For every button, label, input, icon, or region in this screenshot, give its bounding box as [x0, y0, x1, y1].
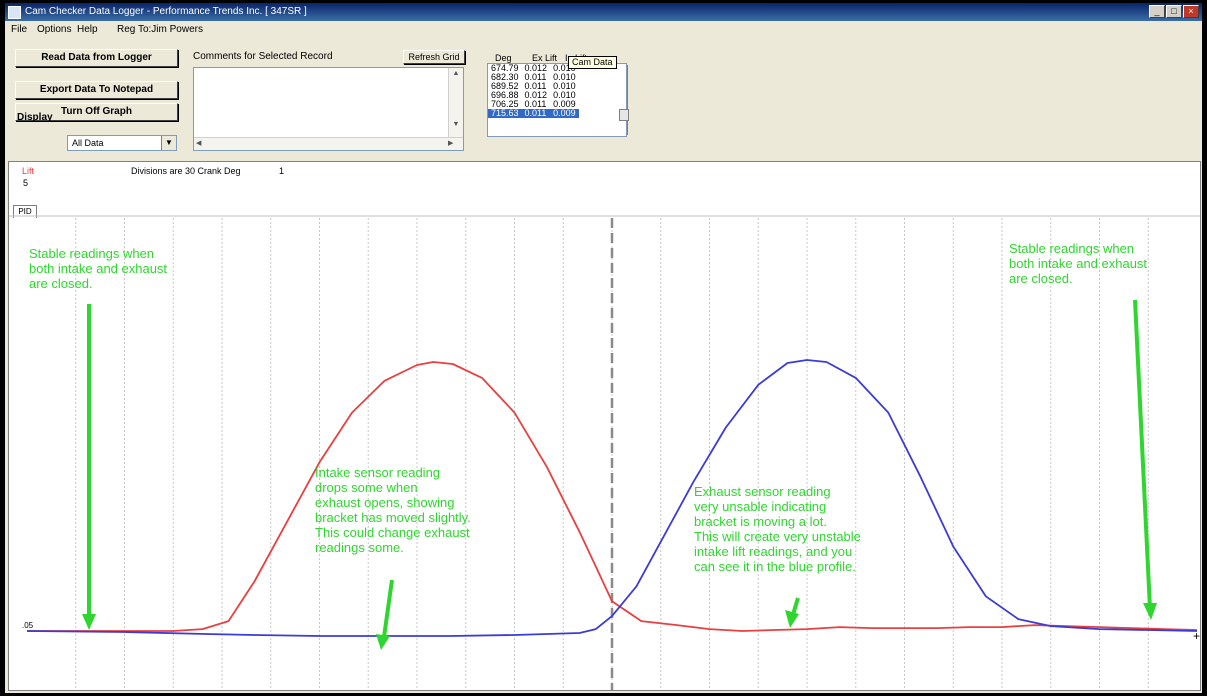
chart-series: [26, 359, 1198, 637]
turn-off-graph-button[interactable]: Turn Off Graph: [15, 103, 178, 121]
grid-cell: 674.79: [491, 63, 519, 73]
comments-hscroll[interactable]: ◀ ▶: [194, 137, 463, 150]
grid-cell: 0.010: [553, 63, 576, 73]
display-select[interactable]: All Data ▼: [67, 135, 177, 151]
exhaust-lift-line: [27, 361, 1198, 632]
lift-value: 5: [23, 178, 29, 188]
arrow-shaft-4: [1133, 299, 1152, 610]
grid-cell: 0.010: [553, 72, 576, 82]
arrow-shaft-2: [381, 579, 394, 645]
cam-data-popup[interactable]: Cam Data: [568, 56, 617, 69]
arrow-head-4: [1143, 603, 1157, 620]
app-window: Cam Checker Data Logger - Performance Tr…: [5, 3, 1202, 693]
data-grid[interactable]: 674.79 0.012 0.010 682.30 0.011 0.010 689.52 0.…: [487, 63, 627, 137]
divisions-value: 1: [279, 166, 285, 176]
comments-textarea[interactable]: ▲ ▼ ◀ ▶: [193, 67, 464, 151]
grid-row[interactable]: 696.88 0.012 0.010: [488, 91, 579, 100]
graph-area[interactable]: Lift 5 Divisions are 30 Crank Deg 1 PID …: [8, 161, 1201, 691]
scroll-right-icon[interactable]: ▶: [448, 140, 454, 147]
export-data-button[interactable]: Export Data To Notepad: [15, 81, 178, 99]
grid-cell: 689.52: [491, 81, 519, 91]
grid-row[interactable]: 706.25 0.011 0.009: [488, 100, 579, 109]
arrow-head-3: [785, 610, 799, 628]
menu-options[interactable]: Options: [37, 24, 72, 35]
grid-cell: 715.63: [488, 109, 522, 118]
maximize-button[interactable]: □: [1166, 5, 1182, 18]
scroll-up-icon[interactable]: ▲: [452, 70, 460, 77]
arrow-head-2: [376, 634, 390, 650]
lift-chart: .05 +: [9, 215, 1200, 690]
app-icon: [8, 6, 21, 19]
chart-grid: [75, 218, 1149, 690]
grid-header-ex-lift[interactable]: Ex Lift: [532, 53, 558, 63]
menu-file[interactable]: File: [11, 24, 28, 35]
close-button[interactable]: ×: [1183, 5, 1199, 18]
grid-cell: 0.010: [553, 81, 576, 91]
y-tick-label: .05: [22, 621, 34, 630]
grid-cell: 0.010: [553, 90, 576, 100]
grid-row[interactable]: 715.63 0.011 0.009: [488, 109, 579, 118]
window-title: Cam Checker Data Logger - Performance Tr…: [25, 6, 307, 17]
comments-label: Comments for Selected Record: [193, 51, 333, 62]
intake-lift-line: [26, 359, 1198, 637]
grid-cell: 0.009: [553, 99, 576, 109]
read-data-button[interactable]: Read Data from Logger: [15, 49, 178, 67]
grid-cell: 696.88: [491, 90, 519, 100]
grid-cell: 0.011: [524, 99, 547, 109]
display-label: Display: [17, 112, 53, 123]
divisions-text: Divisions are 30 Crank Deg: [131, 166, 241, 176]
minimize-button[interactable]: _: [1149, 5, 1165, 18]
grid-scroll-track[interactable]: [627, 65, 628, 135]
display-select-value: All Data: [72, 138, 104, 148]
grid-row[interactable]: 674.79 0.012 0.010: [488, 64, 579, 73]
grid-row[interactable]: 682.30 0.011 0.010: [488, 73, 579, 82]
pid-tab[interactable]: PID: [13, 205, 37, 218]
annotation-stable-right: Stable readings when both intake and exh…: [1009, 241, 1148, 286]
scroll-left-icon[interactable]: ◀: [196, 140, 202, 147]
comments-vscroll[interactable]: ▲ ▼: [448, 68, 463, 140]
grid-cell: 0.011: [524, 72, 547, 82]
grid-header-deg[interactable]: Deg: [495, 53, 512, 63]
grid-cell: 0.011: [521, 109, 551, 118]
end-cursor-marker: +: [1193, 629, 1200, 643]
annotation-exhaust-note: Exhaust sensor reading very unsable indi…: [694, 484, 861, 574]
grid-cell: 682.30: [491, 72, 519, 82]
registration-text: Reg To:Jim Powers: [117, 24, 203, 35]
grid-row[interactable]: 689.52 0.011 0.010: [488, 82, 579, 91]
chevron-down-icon[interactable]: ▼: [161, 136, 176, 150]
grid-scroll-thumb[interactable]: [619, 109, 629, 121]
scroll-down-icon[interactable]: ▼: [452, 121, 460, 128]
title-bar[interactable]: Cam Checker Data Logger - Performance Tr…: [5, 3, 1202, 21]
lift-axis-label: Lift: [22, 166, 35, 176]
grid-cell: 0.012: [524, 63, 548, 73]
grid-cell: 0.012: [524, 90, 548, 100]
annotation-stable-left: Stable readings when both intake and exh…: [29, 246, 168, 291]
menu-help[interactable]: Help: [77, 24, 98, 35]
grid-cell: 0.009: [550, 109, 579, 118]
grid-cell: 706.25: [491, 99, 519, 109]
menu-bar: File Options Help Reg To:Jim Powers: [5, 22, 1202, 37]
refresh-grid-button[interactable]: Refresh Grid: [403, 50, 465, 64]
grid-cell: 0.011: [524, 81, 547, 91]
annotation-intake-note: Intake sensor reading drops some when ex…: [315, 465, 471, 555]
data-grid-table: 674.79 0.012 0.010 682.30 0.011 0.010 689.52 0.…: [488, 64, 579, 118]
arrow-head-1: [82, 614, 96, 630]
